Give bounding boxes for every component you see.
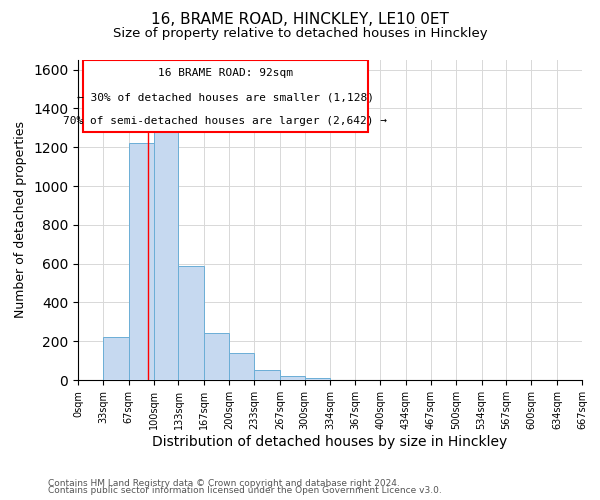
X-axis label: Distribution of detached houses by size in Hinckley: Distribution of detached houses by size … [152,434,508,448]
Bar [154,130,178,380]
Y-axis label: Number of detached properties: Number of detached properties [14,122,28,318]
Text: ← 30% of detached houses are smaller (1,128): ← 30% of detached houses are smaller (1,… [77,92,374,102]
Text: 70% of semi-detached houses are larger (2,642) →: 70% of semi-detached houses are larger (… [64,116,388,126]
Bar [280,376,305,380]
Bar [178,266,204,380]
Bar [254,370,280,380]
Text: Size of property relative to detached houses in Hinckley: Size of property relative to detached ho… [113,28,487,40]
Text: Contains HM Land Registry data © Crown copyright and database right 2024.: Contains HM Land Registry data © Crown c… [48,478,400,488]
Text: 16, BRAME ROAD, HINCKLEY, LE10 0ET: 16, BRAME ROAD, HINCKLEY, LE10 0ET [151,12,449,28]
Bar [204,334,229,380]
Bar [229,353,254,380]
Text: 16 BRAME ROAD: 92sqm: 16 BRAME ROAD: 92sqm [158,68,293,78]
Bar [305,378,331,380]
Bar [128,144,154,380]
Text: Contains public sector information licensed under the Open Government Licence v3: Contains public sector information licen… [48,486,442,495]
FancyBboxPatch shape [83,60,368,132]
Bar [103,338,128,380]
